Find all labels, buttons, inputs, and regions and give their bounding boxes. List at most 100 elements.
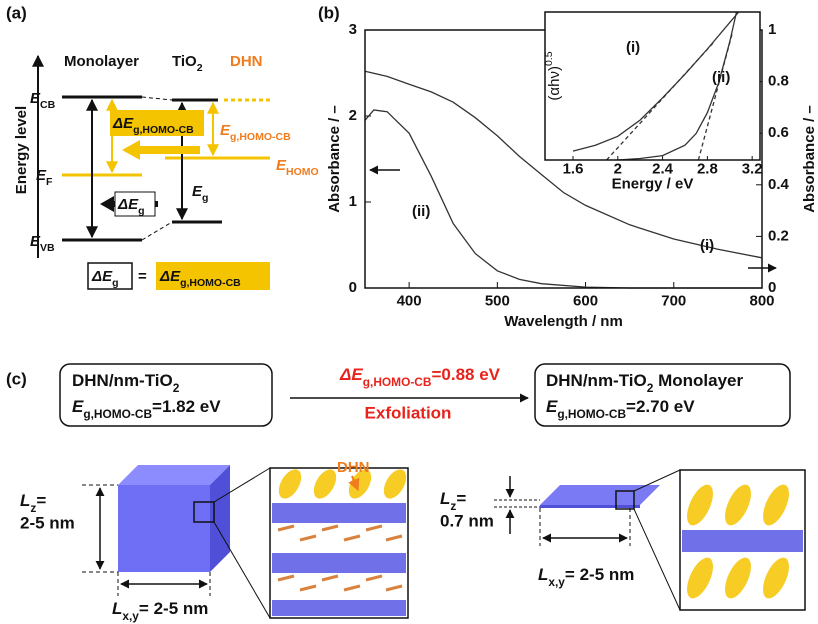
text-part: =1.82 eV [152, 397, 221, 416]
y2-tick-label: 0.4 [768, 176, 790, 193]
panel-label: (b) [318, 3, 340, 22]
gap-label: Eg [192, 183, 208, 204]
text-part: L [112, 599, 122, 618]
x-tick-label: 600 [573, 292, 598, 309]
series-label: (ii) [412, 203, 430, 220]
level-label: ECB [30, 90, 56, 111]
text-part: (αhν) [546, 66, 563, 101]
y-tick-label: 0 [349, 279, 357, 296]
column-header: TiO2 [172, 53, 203, 74]
panel-c: (c) DHN/nm-TiO2 Eg,HOMO-CB=1.82 eV ΔEg,H… [6, 364, 805, 623]
text-part: DHN [230, 53, 263, 70]
y-tick-label: 1 [349, 193, 357, 210]
x-tick-label: 3.2 [742, 161, 763, 178]
y-tick-label: 3 [349, 21, 357, 38]
text-part: L [20, 491, 30, 510]
panel-a: (a) Monolayer TiO2 DHN Energy level ECB … [6, 3, 319, 290]
process-label: Exfoliation [365, 403, 452, 422]
change-label: ΔEg,HOMO-CB=0.88 eV [339, 365, 501, 389]
text-part: VB [40, 242, 55, 254]
dimension-value: 2-5 nm [20, 513, 75, 532]
text-part: ΔE [91, 268, 113, 285]
text-part: 0.5 [543, 51, 555, 66]
x-tick-label: 700 [661, 292, 686, 309]
x-tick-label: 400 [397, 292, 422, 309]
text-part: E [546, 397, 558, 416]
dimension-label: Lz= [440, 489, 466, 513]
series-label: (ii) [712, 69, 730, 86]
text-part: 2 [197, 62, 203, 74]
dimension-value: 0.7 nm [440, 511, 494, 530]
level-label: EHOMO [276, 157, 319, 178]
x-tick-label: 500 [485, 292, 510, 309]
y2-tick-label: 0.8 [768, 73, 789, 90]
text-part: E [72, 397, 84, 416]
gap-label: Eg,HOMO-CB [220, 122, 291, 143]
text-part: g,HOMO-CB [230, 131, 291, 143]
dimension-label: Lx,y= 2-5 nm [112, 599, 208, 623]
text-part: g [202, 192, 208, 204]
text-part: g,HOMO-CB [83, 407, 152, 421]
text-part: Monolayer [64, 53, 139, 70]
text-part: 2 [173, 381, 180, 395]
x-axis-label: Energy / eV [612, 176, 694, 193]
text-part: g,HOMO-CB [363, 375, 432, 389]
column-header: Monolayer [64, 53, 139, 70]
text-part: g,HOMO-CB [557, 407, 626, 421]
inset-background [545, 12, 760, 160]
dimension-label: Lx,y= 2-5 nm [538, 565, 634, 589]
text-part: Monolayer [653, 371, 743, 390]
text-part: ΔE [339, 365, 363, 384]
connector [142, 222, 172, 240]
connector [142, 97, 172, 100]
text-part: HOMO [286, 166, 319, 178]
text-part: ΔE [159, 268, 181, 285]
x-tick-label: 1.6 [563, 161, 584, 178]
sheet-edge [540, 505, 640, 508]
y2-tick-label: 1 [768, 21, 776, 38]
series-label: (i) [700, 237, 714, 254]
y-axis-label: Absorbance / – [326, 105, 343, 213]
dimension-label: Lz= [20, 491, 46, 515]
panel-label: (c) [6, 369, 27, 388]
text-part: L [538, 565, 548, 584]
text-part: ΔE [112, 115, 134, 132]
text-part: = 2-5 nm [565, 565, 634, 584]
column-header: DHN [230, 53, 263, 70]
x-axis-label: Wavelength / nm [504, 313, 623, 330]
y2-tick-label: 0 [768, 279, 776, 296]
text-part: g [138, 205, 144, 217]
y-tick-label: 2 [349, 107, 357, 124]
text-part: DHN/nm-TiO [72, 371, 173, 390]
y2-tick-label: 0.6 [768, 124, 789, 141]
text-part: DHN/nm-TiO [546, 371, 647, 390]
text-part: L [440, 489, 450, 508]
panel-label: (a) [6, 3, 27, 22]
level-label: EVB [30, 233, 55, 254]
text-part: ΔE [117, 196, 139, 213]
zoom-line [214, 522, 270, 618]
text-part: x,y [122, 609, 139, 623]
sheet-top [540, 485, 660, 505]
text-part: TiO [172, 53, 197, 70]
figure: (a) Monolayer TiO2 DHN Energy level ECB … [0, 0, 818, 624]
series-label: (i) [626, 39, 640, 56]
text-part: g [112, 277, 118, 289]
y2-tick-label: 0.2 [768, 227, 789, 244]
cube-front [118, 485, 210, 572]
x-tick-label: 2.8 [697, 161, 718, 178]
text-part: CB [40, 99, 56, 111]
text-part: =2.70 eV [626, 397, 695, 416]
panel-b: 400500600700800012300.20.40.60.81(i)(ii)… [326, 12, 818, 330]
text-part: = 2-5 nm [139, 599, 208, 618]
axis-label: Energy level [13, 106, 30, 194]
equation-sign: = [138, 268, 147, 285]
molecule-label: DHN [337, 459, 370, 476]
text-part: x,y [548, 575, 565, 589]
text-part: =0.88 eV [431, 365, 500, 384]
text-part: g,HOMO-CB [180, 277, 241, 289]
text-part: g,HOMO-CB [133, 124, 194, 136]
text-part: = [456, 489, 466, 508]
text-part: F [46, 176, 53, 188]
text-part: = [36, 491, 46, 510]
